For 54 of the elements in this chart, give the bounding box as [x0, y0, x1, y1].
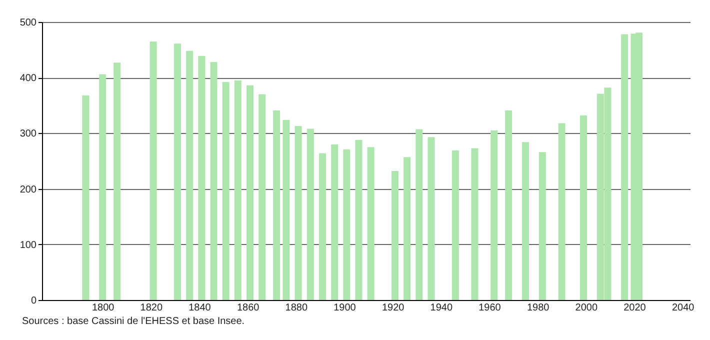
bar	[174, 44, 181, 300]
bar	[621, 34, 628, 300]
x-tick-label: 1900	[334, 302, 356, 314]
bar	[306, 128, 314, 300]
x-tick-label: 1940	[430, 302, 453, 314]
bar	[294, 126, 302, 300]
y-tick-label: 300	[20, 128, 37, 140]
x-tick-label: 2020	[624, 302, 646, 314]
x-tick-label: 1960	[478, 302, 502, 314]
bar	[331, 144, 338, 300]
bar	[505, 110, 512, 300]
bar	[210, 62, 218, 300]
bar	[198, 56, 206, 300]
bar	[258, 94, 266, 300]
bar	[558, 123, 566, 300]
bar	[319, 153, 326, 300]
y-tick-label: 200	[20, 184, 37, 196]
bar	[273, 110, 280, 300]
bar	[282, 120, 290, 300]
bar	[471, 148, 478, 300]
x-tick-label: 1840	[188, 302, 212, 314]
bar	[522, 142, 529, 300]
y-tick-label: 0	[30, 296, 37, 306]
bar	[404, 157, 411, 300]
bar	[355, 140, 362, 300]
bar	[186, 50, 194, 300]
x-tick-label: 1920	[382, 302, 405, 314]
bar	[114, 62, 121, 300]
x-tick-label: 1880	[285, 302, 308, 314]
x-tick-label: 1800	[92, 302, 115, 314]
x-tick-label: 1860	[236, 302, 260, 314]
bar	[343, 149, 350, 300]
bar	[222, 82, 230, 300]
bar	[234, 80, 242, 300]
x-tick-label: 2040	[672, 302, 695, 314]
bar	[580, 115, 587, 300]
bar	[416, 129, 423, 300]
bar	[452, 150, 459, 300]
bar	[246, 85, 254, 300]
y-tick-label: 400	[20, 73, 37, 84]
bar	[392, 171, 398, 300]
bar	[99, 74, 106, 300]
x-tick-label: 1820	[140, 302, 163, 314]
bar	[490, 130, 498, 300]
bar	[538, 152, 546, 300]
y-tick-label: 500	[20, 18, 37, 28]
bar	[367, 147, 374, 300]
x-tick-label: 1980	[526, 302, 550, 314]
x-tick-label: 2000	[575, 302, 598, 314]
bar	[428, 137, 435, 300]
bar	[150, 41, 157, 300]
bar	[82, 95, 90, 300]
source-note: Sources : base Cassini de l'EHESS et base Insee.	[22, 316, 245, 327]
y-tick-label: 100	[20, 240, 37, 251]
